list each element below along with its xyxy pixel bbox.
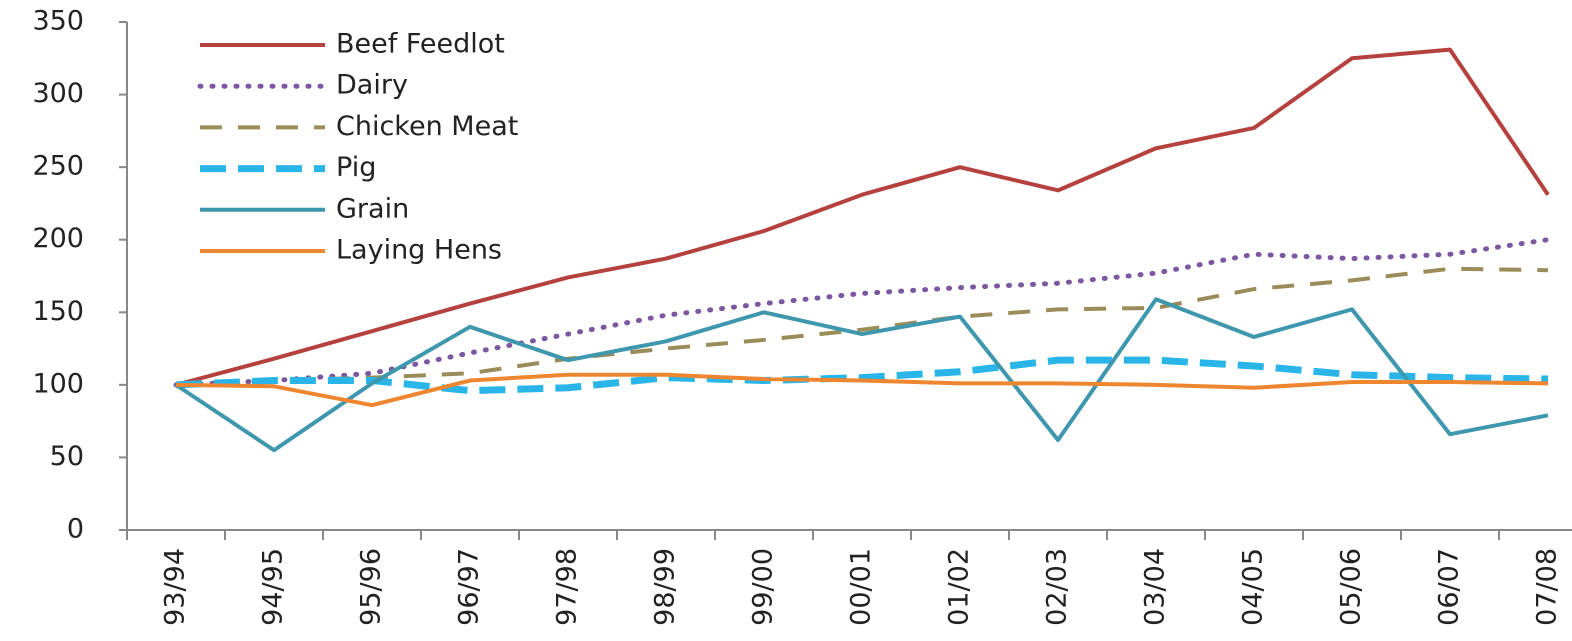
series-line bbox=[174, 297, 1549, 453]
x-tick-label: 99/00 bbox=[748, 548, 779, 626]
x-tick-label: 06/07 bbox=[1434, 548, 1465, 626]
x-tick-label: 94/95 bbox=[258, 548, 289, 626]
series-line bbox=[175, 266, 1549, 387]
x-tick-label: 98/99 bbox=[650, 548, 681, 626]
legend-label: Chicken Meat bbox=[336, 111, 518, 142]
series-line bbox=[175, 356, 1549, 395]
legend-label: Beef Feedlot bbox=[336, 29, 505, 60]
y-tick-label: 150 bbox=[32, 296, 84, 327]
x-tick-label: 02/03 bbox=[1042, 548, 1073, 626]
x-tick-label: 95/96 bbox=[356, 548, 387, 626]
y-tick-label: 250 bbox=[32, 151, 84, 182]
legend-label: Grain bbox=[336, 193, 409, 224]
x-tick-label: 96/97 bbox=[454, 548, 485, 626]
legend-label: Pig bbox=[336, 152, 376, 183]
x-tick-label: 05/06 bbox=[1336, 548, 1367, 626]
series-line bbox=[175, 47, 1550, 387]
y-tick-label: 50 bbox=[50, 441, 84, 472]
series-line bbox=[175, 372, 1549, 408]
x-tick-label: 93/94 bbox=[160, 548, 191, 626]
x-tick-label: 04/05 bbox=[1238, 548, 1269, 626]
legend-label: Laying Hens bbox=[336, 235, 502, 266]
x-tick-label: 07/08 bbox=[1532, 548, 1563, 626]
x-tick-label: 01/02 bbox=[944, 548, 975, 626]
y-tick-label: 0 bbox=[67, 514, 84, 545]
y-tick-label: 200 bbox=[32, 223, 84, 254]
x-tick-label: 97/98 bbox=[552, 548, 583, 626]
legend-label: Dairy bbox=[336, 70, 408, 101]
x-tick-label: 00/01 bbox=[846, 548, 877, 626]
y-tick-label: 350 bbox=[32, 6, 84, 37]
y-tick-label: 100 bbox=[32, 368, 84, 399]
x-tick-label: 03/04 bbox=[1140, 548, 1171, 626]
y-tick-label: 300 bbox=[32, 78, 84, 109]
